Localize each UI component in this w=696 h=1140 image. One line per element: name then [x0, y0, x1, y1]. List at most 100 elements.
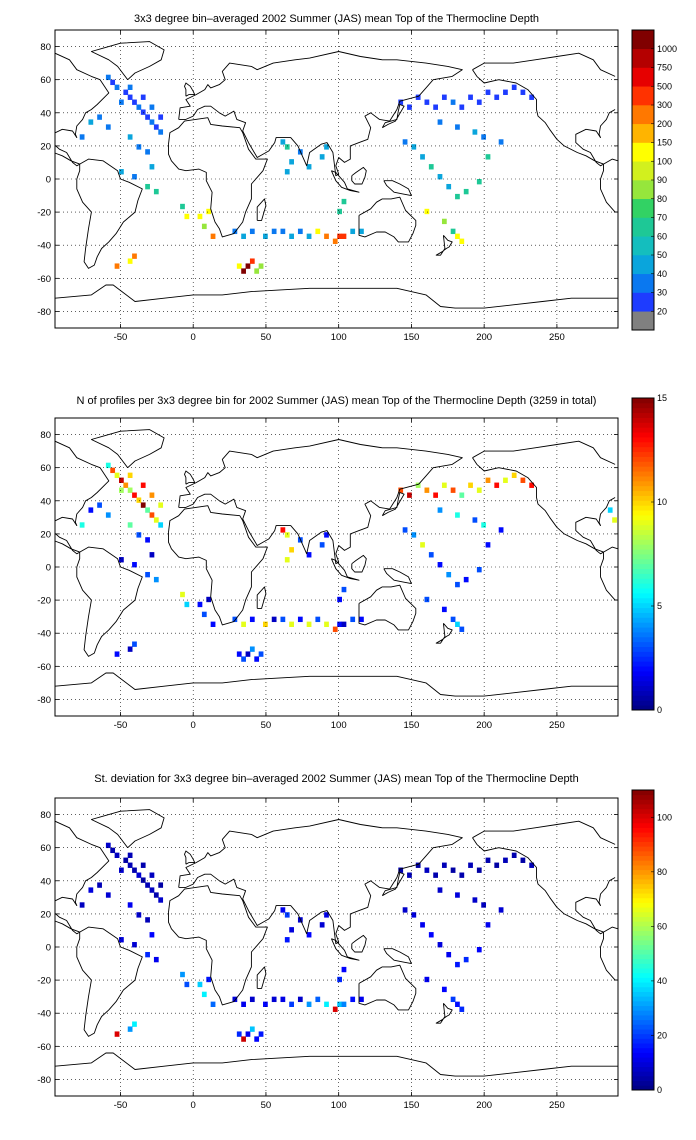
data-cell [258, 1031, 264, 1037]
colorbar-tick-label: 20 [657, 1030, 667, 1040]
colorbar-swatch [632, 417, 654, 423]
y-tick-label: -20 [37, 208, 51, 219]
data-cell [153, 892, 159, 898]
data-cell [433, 492, 438, 498]
data-cell [145, 571, 150, 578]
data-cell [184, 213, 190, 220]
data-cell [114, 84, 120, 90]
data-cell [503, 857, 508, 863]
chart-title: N of profiles per 3x3 degree bin for 200… [77, 395, 597, 407]
data-cell [197, 601, 203, 608]
data-cell [441, 218, 447, 225]
data-cell [472, 897, 478, 903]
data-cell [132, 867, 137, 873]
data-cell [459, 872, 465, 878]
data-cell [324, 144, 329, 150]
colorbar-swatch [632, 412, 654, 418]
data-cell [97, 502, 102, 508]
colorbar-swatch [632, 86, 654, 106]
data-cell [271, 996, 277, 1003]
data-cell [350, 228, 356, 235]
data-cell [398, 99, 404, 105]
data-cell [123, 857, 129, 863]
colorbar-swatch [632, 1066, 654, 1072]
colorbar-swatch [632, 568, 654, 574]
colorbar-swatch [632, 897, 654, 903]
data-cell [127, 487, 133, 493]
data-cell [114, 1031, 120, 1037]
x-tick-label: -50 [114, 720, 128, 731]
y-tick-label: 0 [46, 563, 51, 574]
data-cell [105, 74, 111, 81]
data-cell [411, 144, 417, 150]
data-cell [263, 1001, 268, 1007]
data-cell [481, 522, 487, 528]
colorbar-tick-label: 10 [657, 497, 667, 507]
x-tick-label: 250 [549, 1100, 565, 1111]
colorbar-swatch [632, 632, 654, 638]
x-tick-label: 50 [261, 1100, 272, 1111]
data-cell [319, 922, 325, 928]
coastline [603, 926, 618, 933]
colorbar-swatch [632, 860, 654, 866]
data-cell [119, 477, 124, 483]
colorbar-swatch [632, 916, 654, 922]
coastline [383, 568, 412, 585]
data-cell [284, 169, 290, 175]
data-cell [271, 228, 277, 235]
data-cell [132, 492, 137, 498]
coastline [358, 964, 417, 1011]
coastline [256, 586, 267, 609]
colorbar-swatch [632, 437, 654, 443]
data-cell [437, 119, 443, 125]
data-cell [110, 847, 116, 854]
data-cell [332, 238, 338, 244]
data-cell [284, 557, 290, 563]
x-tick-label: 50 [261, 332, 272, 343]
data-cell [140, 862, 146, 868]
coastline [256, 198, 267, 221]
colorbar-tick-label: 30 [657, 288, 667, 298]
data-cell [450, 616, 456, 623]
y-tick-label: 0 [46, 175, 51, 186]
data-cell [306, 621, 312, 627]
data-cell [119, 99, 124, 105]
colorbar-swatch [632, 466, 654, 472]
data-cell [280, 139, 286, 145]
data-cell [123, 482, 129, 488]
data-cell [503, 89, 508, 95]
x-tick-label: 100 [331, 332, 347, 343]
data-cell [341, 198, 347, 205]
data-cell [511, 852, 517, 858]
data-cell [127, 852, 133, 858]
data-cell [114, 472, 120, 478]
colorbar-swatch [632, 451, 654, 457]
colorbar-swatch [632, 602, 654, 609]
colorbar-swatch [632, 656, 654, 662]
data-cell [241, 1001, 246, 1007]
data-cell [529, 94, 535, 100]
y-tick-label: 60 [40, 75, 51, 86]
data-cell [441, 606, 447, 613]
data-cell [289, 621, 294, 627]
data-cell [197, 213, 203, 220]
data-cell [145, 537, 150, 543]
colorbar-swatch [632, 236, 654, 256]
y-tick-label: -40 [37, 1009, 51, 1020]
colorbar-frame [631, 29, 655, 331]
data-cell [119, 867, 124, 873]
data-cell [337, 233, 342, 239]
colorbar-swatch [632, 422, 654, 428]
colorbar-swatch [632, 1057, 654, 1063]
colorbar-swatch [632, 1052, 654, 1058]
data-cell [119, 487, 124, 493]
colorbar-swatch [632, 480, 654, 487]
data-cell [415, 482, 421, 488]
data-cell [132, 641, 137, 647]
data-cell [476, 179, 482, 185]
coastline [472, 69, 616, 167]
colorbar: 0 20 40 60 80 100 [631, 789, 672, 1095]
data-cell [424, 99, 430, 105]
colorbar-swatch [632, 549, 654, 555]
colorbar-swatch [632, 105, 654, 125]
